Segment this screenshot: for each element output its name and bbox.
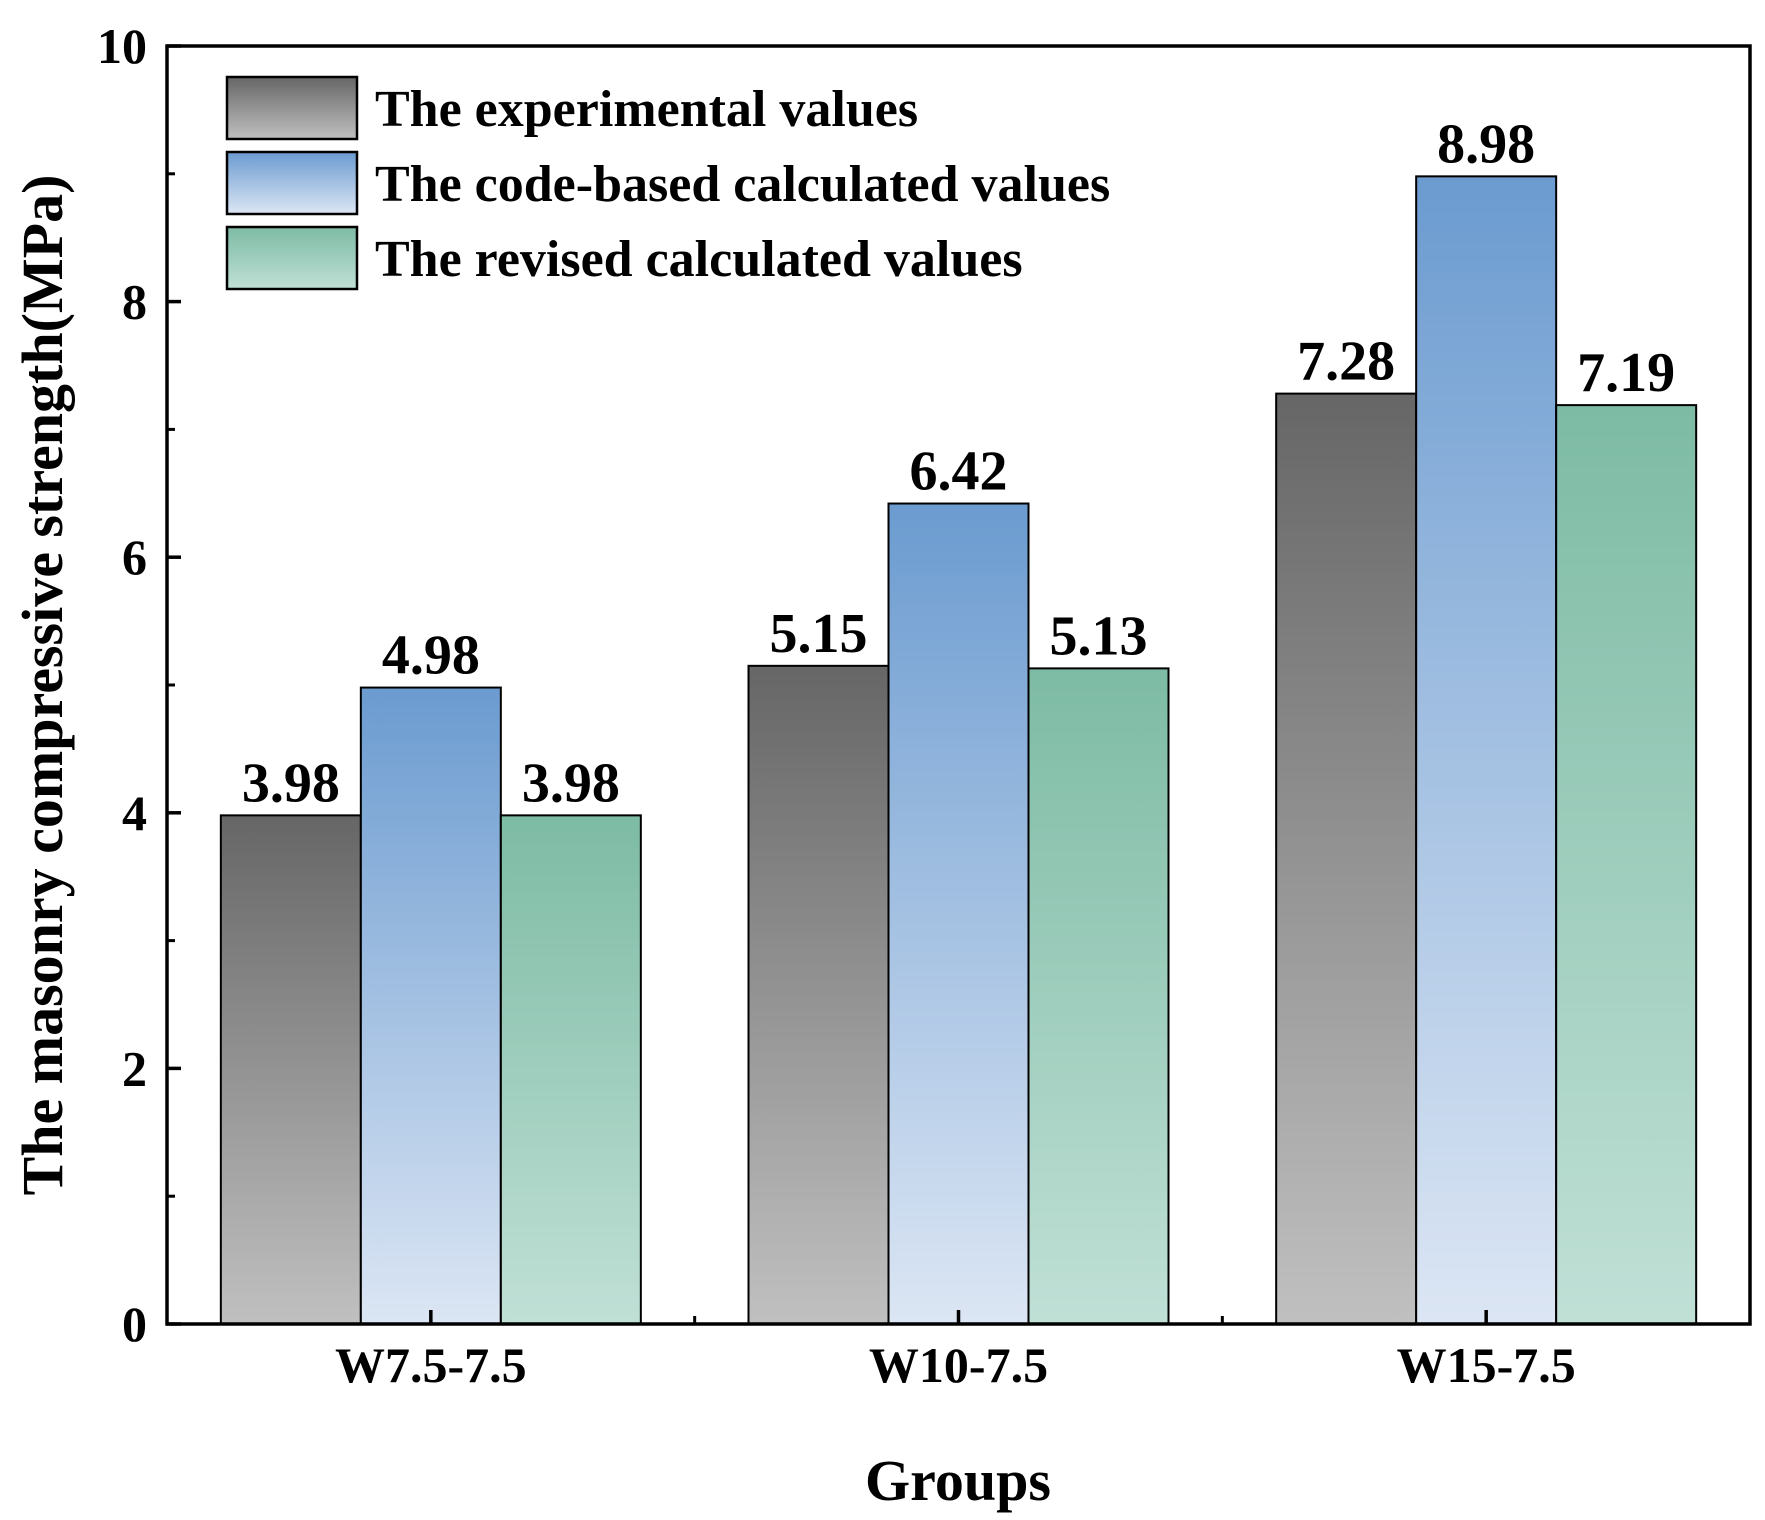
bar-W10-7.5-series-2 (1027, 667, 1170, 1325)
data-label-W7.5-7.5-series-1: 4.98 (382, 625, 480, 687)
legend: The experimental values The code-based ca… (225, 75, 1110, 291)
legend-label-0: The experimental values (375, 81, 918, 138)
x-tick-label: W10-7.5 (869, 1337, 1048, 1393)
bar-W7.5-7.5-series-2 (499, 814, 642, 1326)
x-tick-label: W7.5-7.5 (335, 1337, 527, 1393)
y-tick-label: 8 (122, 274, 147, 330)
legend-label-2: The revised calculated values (375, 231, 1023, 288)
y-tick-label: 10 (97, 18, 147, 74)
legend-swatch-1 (225, 150, 359, 216)
y-tick-label: 0 (122, 1296, 147, 1352)
data-label-W10-7.5-series-1: 6.42 (910, 441, 1008, 503)
y-tick-label: 2 (122, 1040, 147, 1096)
bar-W15-7.5-series-2 (1555, 404, 1698, 1326)
bar-W7.5-7.5-series-1 (359, 686, 502, 1325)
y-tick-label: 6 (122, 529, 147, 585)
x-axis-title: Groups (865, 1448, 1051, 1513)
bar-W10-7.5-series-1 (887, 502, 1030, 1325)
y-axis-title: The masonry compressive strength(MPa) (10, 175, 75, 1196)
data-label-W10-7.5-series-0: 5.15 (770, 603, 868, 665)
data-label-W15-7.5-series-1: 8.98 (1437, 113, 1535, 175)
y-tick-label: 4 (122, 785, 147, 841)
axes-layer: 0 2 4 6 8 10 W7.5-7.5 W10-7.5 W15-7.5 (97, 18, 1576, 1393)
bar-W15-7.5-series-1 (1415, 175, 1558, 1326)
data-label-W7.5-7.5-series-0: 3.98 (242, 752, 340, 814)
data-label-W7.5-7.5-series-2: 3.98 (522, 752, 620, 814)
data-label-W10-7.5-series-2: 5.13 (1050, 605, 1148, 667)
x-tick-label: W15-7.5 (1397, 1337, 1576, 1393)
legend-label-1: The code-based calculated values (375, 156, 1110, 213)
bar-W10-7.5-series-0 (747, 664, 890, 1325)
legend-swatch-2 (225, 225, 359, 291)
data-labels-layer: 3.98 4.98 3.98 5.15 6.42 5.13 7.28 8.98 7.19 (242, 113, 1675, 814)
bars-layer (219, 175, 1698, 1326)
bar-W7.5-7.5-series-0 (219, 814, 362, 1326)
data-label-W15-7.5-series-2: 7.19 (1577, 342, 1675, 404)
legend-swatch-0 (225, 75, 359, 141)
bar-W15-7.5-series-0 (1275, 392, 1418, 1325)
data-label-W15-7.5-series-0: 7.28 (1297, 331, 1395, 393)
